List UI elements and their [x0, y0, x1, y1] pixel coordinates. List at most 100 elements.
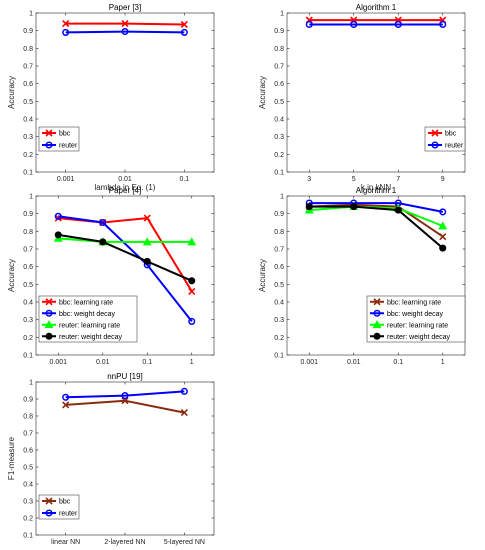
- legend-marker: [45, 129, 53, 137]
- y-tick-label: 0.9: [23, 211, 33, 218]
- data-point: [121, 28, 129, 36]
- x-tick-label: linear NN: [51, 539, 80, 546]
- legend-label: reuter: [59, 511, 78, 518]
- legend-marker: [45, 332, 53, 340]
- y-tick-label: 0.8: [23, 229, 33, 236]
- data-point: [350, 20, 358, 29]
- y-tick-label: 0.4: [274, 300, 284, 307]
- data-point: [99, 238, 107, 246]
- data-point: [305, 203, 313, 211]
- legend-marker: [431, 129, 439, 137]
- legend-marker: [45, 309, 53, 317]
- data-point: [439, 233, 447, 241]
- data-point: [439, 20, 447, 29]
- chart-panel-2: 0.1 0.2 0.3 0.4 0.5 0.6 0.7 0.8 0.9 1 3 5 7 9 Algorith…: [258, 3, 466, 192]
- x-tick-label: 0.1: [393, 359, 403, 366]
- legend-label: bbc: [59, 499, 71, 506]
- legend-marker: [45, 497, 53, 505]
- y-tick-label: 0.3: [23, 317, 33, 324]
- y-tick-label: 0.1: [23, 170, 33, 177]
- chart-panel-1: 0.1 0.2 0.3 0.4 0.5 0.6 0.7 0.8 0.9 1 0.001 0.01 0.1…: [7, 3, 215, 192]
- legend: bbc reuter: [38, 494, 80, 520]
- legend-marker: [44, 320, 54, 329]
- legend-marker: [373, 309, 381, 317]
- y-tick-label: 0.3: [23, 134, 33, 141]
- chart-title: Algorithm 1: [356, 3, 397, 12]
- x-tick-label: 0.1: [179, 176, 189, 183]
- y-tick-label: 0.3: [274, 134, 284, 141]
- legend-label: reuter: learning rate: [59, 322, 120, 329]
- y-tick-label: 0.6: [274, 81, 284, 88]
- y-tick-label: 0.2: [274, 335, 284, 342]
- data-point: [187, 237, 197, 246]
- legend: bbc: learning rate bbc: weight decay reute…: [38, 295, 138, 343]
- data-point: [188, 277, 196, 285]
- y-tick-label: 0.5: [274, 282, 284, 289]
- y-axis-label: Accuracy: [258, 76, 267, 109]
- series-2: [305, 20, 447, 29]
- series-1: [62, 20, 188, 29]
- legend-label: reuter: learning rate: [387, 322, 448, 329]
- y-tick-label: 0.4: [23, 300, 33, 307]
- x-tick-label: 0.1: [142, 359, 152, 366]
- y-tick-label: 0.7: [23, 247, 33, 254]
- legend-label: bbc: learning rate: [59, 299, 113, 306]
- x-tick-label: 0.001: [57, 176, 75, 183]
- x-axis-label: lambda in Eq. (1): [95, 183, 156, 192]
- y-tick-label: 1: [280, 11, 284, 18]
- data-point: [180, 20, 188, 29]
- legend: bbc reuter: [38, 126, 80, 152]
- data-point: [180, 28, 188, 36]
- chart-title: Paper [3]: [109, 3, 141, 12]
- y-tick-label: 1: [280, 194, 284, 201]
- y-tick-label: 0.5: [23, 282, 33, 289]
- y-tick-label: 0.9: [23, 28, 33, 35]
- y-tick-label: 0.3: [23, 499, 33, 506]
- y-tick-label: 0.4: [274, 117, 284, 124]
- chart-panel-4: 0.1 0.2 0.3 0.4 0.5 0.6 0.7 0.8 0.9 1 0.001 0.01 0.1…: [258, 186, 466, 366]
- legend-marker: [45, 298, 53, 306]
- series-line: [309, 202, 443, 213]
- series-line: [65, 390, 185, 399]
- legend-box: [38, 295, 138, 343]
- legend-marker: [45, 509, 53, 517]
- legend-marker: [431, 141, 439, 149]
- y-tick-label: 1: [29, 194, 33, 201]
- x-tick-label: 0.01: [96, 359, 110, 366]
- y-tick-label: 0.7: [274, 64, 284, 71]
- legend-label: reuter: weight decay: [59, 334, 123, 341]
- chart-title: Paper [4]: [109, 186, 141, 195]
- series-2: [54, 212, 196, 325]
- legend-marker: [373, 332, 381, 340]
- y-tick-label: 0.9: [274, 211, 284, 218]
- y-tick-label: 0.7: [274, 247, 284, 254]
- series-1: [62, 397, 188, 417]
- data-point: [394, 20, 402, 29]
- y-tick-label: 0.1: [274, 170, 284, 177]
- series-line: [58, 237, 192, 243]
- series-4: [305, 203, 447, 252]
- y-axis-label: Accuracy: [7, 259, 16, 292]
- data-point: [188, 317, 196, 325]
- y-tick-label: 0.8: [274, 229, 284, 236]
- x-axis-label: k in kNN: [361, 183, 391, 192]
- legend-box: [38, 494, 80, 520]
- data-point: [180, 387, 188, 395]
- y-tick-label: 0.6: [274, 264, 284, 271]
- series-line: [58, 215, 193, 323]
- legend-marker: [45, 141, 53, 149]
- series-2: [305, 199, 447, 216]
- data-point: [142, 237, 152, 246]
- legend-label: reuter: [445, 143, 464, 150]
- data-point: [99, 218, 107, 227]
- chart-title: nnPU [19]: [107, 372, 143, 381]
- y-tick-label: 0.5: [23, 465, 33, 472]
- y-tick-label: 0.2: [274, 152, 284, 159]
- y-tick-label: 0.7: [23, 64, 33, 71]
- series-line: [309, 205, 444, 249]
- x-tick-label: 0.01: [347, 359, 361, 366]
- data-point: [121, 397, 129, 405]
- chart-panel-5: 0.1 0.2 0.3 0.4 0.5 0.6 0.7 0.8 0.9 1 linear NN 2-l…: [7, 372, 215, 546]
- series-2: [62, 387, 188, 401]
